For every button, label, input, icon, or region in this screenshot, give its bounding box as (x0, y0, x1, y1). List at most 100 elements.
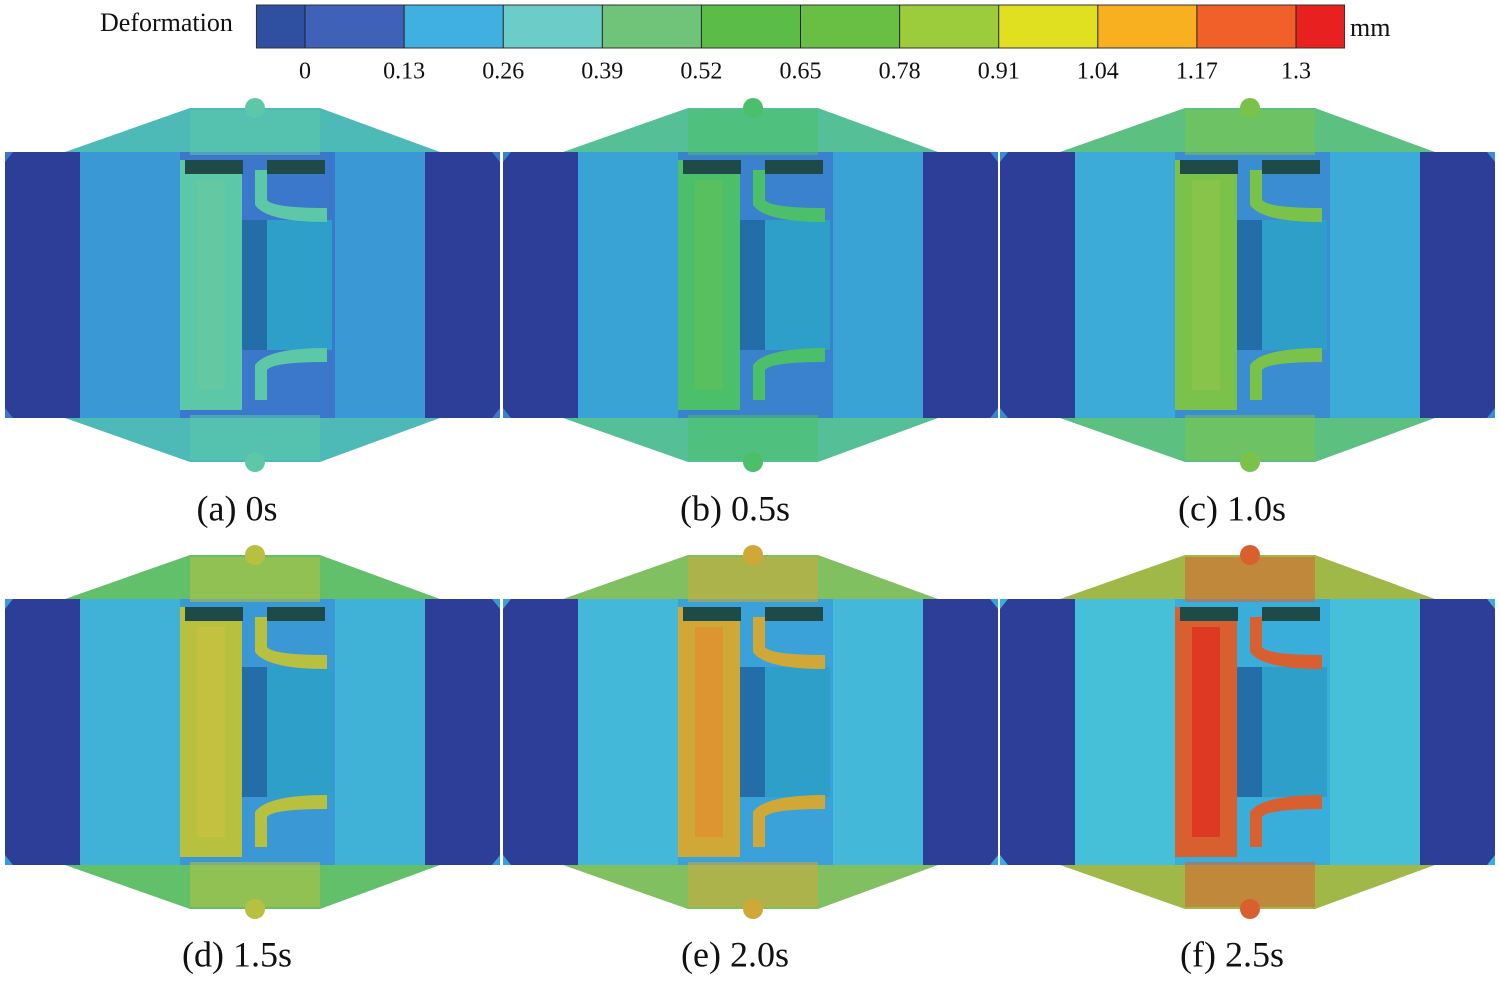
gasket-right (267, 160, 325, 174)
panel-label: (c) 1.0s (1178, 488, 1286, 528)
bonnet-top (190, 557, 320, 602)
seat-core (197, 180, 225, 390)
colorbar-tick-label: 1.04 (1077, 59, 1119, 85)
colorbar-swatch (602, 5, 702, 48)
valve-contour (1000, 545, 1495, 919)
colorbar-tick-label: 0 (299, 59, 311, 85)
bonnet-top (190, 110, 320, 155)
colorbar-tick-label: 0.65 (780, 59, 822, 85)
gasket-right (765, 607, 823, 621)
colorbar-swatch (1196, 5, 1296, 48)
gasket-right (267, 607, 325, 621)
panel-label: (d) 1.5s (182, 934, 292, 974)
colorbar-tick-label: 1.3 (1281, 59, 1311, 85)
colorbar-swatch (998, 5, 1098, 48)
right-flange (923, 152, 998, 418)
disc-top (1250, 170, 1322, 222)
seat-core (695, 627, 723, 837)
left-flange (5, 599, 80, 865)
bore-shade (242, 667, 267, 797)
valve-contour (503, 545, 998, 919)
colorbar-swatch (1296, 5, 1345, 48)
bonnet-bottom (688, 415, 818, 460)
bonnet-bottom (190, 415, 320, 460)
body-mid-right (335, 599, 425, 865)
disc-top (1250, 617, 1322, 669)
colorbar-swatch (256, 5, 305, 48)
bonnet-top (688, 557, 818, 602)
bonnet-bottom (688, 862, 818, 907)
disc-bottom (1250, 348, 1322, 400)
bore-shade (1237, 220, 1262, 350)
gasket-right (1262, 160, 1320, 174)
body-mid-right (1330, 599, 1420, 865)
left-flange (503, 599, 578, 865)
right-flange (425, 599, 500, 865)
disc-bottom (1250, 795, 1322, 847)
colorbar-swatch (503, 5, 603, 48)
seat-core (1192, 627, 1220, 837)
valve-contour (1000, 98, 1495, 472)
valve-contour (5, 98, 500, 472)
gasket-right (765, 160, 823, 174)
panel-label: (f) 2.5s (1180, 934, 1284, 974)
body-mid-right (833, 152, 923, 418)
body-mid-left (573, 599, 678, 865)
right-flange (425, 152, 500, 418)
gasket-left (185, 607, 243, 621)
colorbar-unit: mm (1350, 13, 1390, 42)
seat-core (1192, 180, 1220, 390)
colorbar-tick-label: 0.52 (680, 59, 722, 85)
colorbar-swatch (404, 5, 504, 48)
disc-bottom (753, 348, 825, 400)
bonnet-bottom (1185, 415, 1315, 460)
gasket-left (683, 607, 741, 621)
colorbar-tick-label: 0.13 (383, 59, 425, 85)
left-flange (1000, 152, 1075, 418)
panel-label: (b) 0.5s (680, 488, 790, 528)
body-mid-right (1330, 152, 1420, 418)
colorbar-title: Deformation (100, 8, 233, 37)
gasket-left (1180, 607, 1238, 621)
colorbar-swatch (899, 5, 999, 48)
bonnet-top (688, 110, 818, 155)
disc-top (753, 170, 825, 222)
disc-top (753, 617, 825, 669)
bore-shade (740, 667, 765, 797)
disc-top (255, 170, 327, 222)
gasket-left (1180, 160, 1238, 174)
colorbar-swatch (1097, 5, 1197, 48)
bonnet-top (1185, 557, 1315, 602)
gasket-left (683, 160, 741, 174)
panel-label: (a) 0s (197, 488, 278, 528)
body-mid-left (1070, 152, 1175, 418)
left-flange (1000, 599, 1075, 865)
colorbar-swatch (800, 5, 900, 48)
colorbar-tick-label: 0.78 (879, 59, 921, 85)
colorbar-swatch (305, 5, 405, 48)
valve-contour (503, 98, 998, 472)
right-flange (1420, 152, 1495, 418)
disc-bottom (753, 795, 825, 847)
body-mid-left (1070, 599, 1175, 865)
body-mid-right (335, 152, 425, 418)
bonnet-bottom (190, 862, 320, 907)
body-mid-left (573, 152, 678, 418)
body-mid-left (75, 152, 180, 418)
colorbar-tick-label: 0.26 (482, 59, 524, 85)
bonnet-bottom (1185, 862, 1315, 907)
gasket-right (1262, 607, 1320, 621)
body-mid-left (75, 599, 180, 865)
body-mid-right (833, 599, 923, 865)
gasket-left (185, 160, 243, 174)
left-flange (5, 152, 80, 418)
bore-shade (740, 220, 765, 350)
bore-shade (1237, 667, 1262, 797)
colorbar-tick-label: 1.17 (1176, 59, 1218, 85)
bore-shade (242, 220, 267, 350)
disc-top (255, 617, 327, 669)
panel-label: (e) 2.0s (681, 934, 789, 974)
colorbar-tick-label: 0.91 (978, 59, 1020, 85)
left-flange (503, 152, 578, 418)
